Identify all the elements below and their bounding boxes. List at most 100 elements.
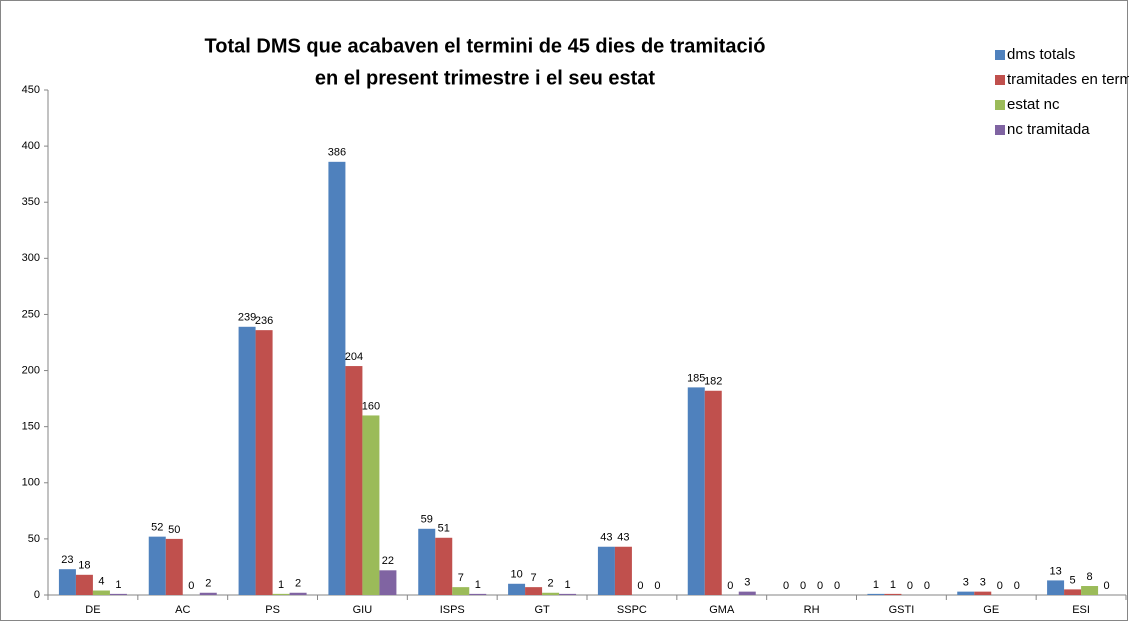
bar: [508, 583, 526, 595]
bar: [542, 592, 560, 595]
data-label: 2: [205, 578, 211, 590]
bar: [974, 591, 992, 595]
data-label: 0: [907, 580, 913, 592]
bar: [597, 546, 615, 595]
bar: [75, 574, 93, 595]
legend-swatch: [995, 100, 1005, 110]
data-label: 22: [382, 555, 394, 567]
data-label: 52: [151, 522, 163, 534]
x-tick-label: GSTI: [889, 604, 915, 616]
data-label: 4: [98, 575, 104, 587]
bar: [255, 330, 273, 595]
bar: [345, 366, 363, 595]
x-tick-label: ESI: [1072, 604, 1090, 616]
data-label: 0: [1104, 580, 1110, 592]
data-label: 5: [1070, 574, 1076, 586]
data-label: 0: [783, 580, 789, 592]
data-label: 386: [328, 147, 346, 159]
y-tick-label: 250: [22, 308, 40, 320]
bar: [452, 587, 470, 595]
legend-label: nc tramitada: [1007, 121, 1090, 138]
x-tick-label: AC: [175, 604, 190, 616]
data-label: 0: [834, 580, 840, 592]
bar: [738, 591, 756, 595]
data-label: 1: [890, 579, 896, 591]
bar: [199, 592, 217, 595]
x-tick-label: GT: [534, 604, 550, 616]
y-tick-label: 350: [22, 196, 40, 208]
legend-swatch: [995, 125, 1005, 135]
y-tick-label: 200: [22, 364, 40, 376]
data-label: 1: [873, 579, 879, 591]
x-tick-label: GE: [983, 604, 999, 616]
data-label: 7: [458, 572, 464, 584]
data-label: 23: [61, 554, 73, 566]
bar: [362, 415, 380, 595]
bar: [92, 590, 110, 595]
data-label: 0: [997, 580, 1003, 592]
data-label: 10: [510, 569, 522, 581]
legend-label: tramitades en termini: [1007, 71, 1129, 88]
bar: [379, 570, 397, 595]
bar: [957, 591, 975, 595]
x-tick-label: SSPC: [617, 604, 647, 616]
bar: [238, 326, 256, 595]
data-label: 2: [548, 578, 554, 590]
x-tick-label: ISPS: [440, 604, 465, 616]
x-tick-label: DE: [85, 604, 100, 616]
bar: [867, 593, 885, 595]
data-label: 185: [687, 372, 705, 384]
bar: [328, 161, 346, 596]
bar: [1047, 580, 1065, 595]
data-label: 236: [255, 315, 273, 327]
data-label: 43: [600, 532, 612, 544]
bar: [559, 593, 577, 595]
data-label: 0: [800, 580, 806, 592]
data-label: 0: [637, 580, 643, 592]
data-label: 1: [565, 579, 571, 591]
bar: [525, 587, 543, 595]
y-tick-label: 50: [28, 533, 40, 545]
legend-swatch: [995, 75, 1005, 85]
data-label: 51: [438, 523, 450, 535]
y-tick-label: 150: [22, 421, 40, 433]
data-label: 239: [238, 312, 256, 324]
data-label: 0: [188, 580, 194, 592]
data-label: 8: [1087, 571, 1093, 583]
data-label: 18: [78, 560, 90, 572]
bar: [418, 528, 436, 595]
bar: [109, 593, 127, 595]
data-label: 59: [421, 514, 433, 526]
y-tick-label: 100: [22, 477, 40, 489]
bar: [1064, 589, 1082, 595]
bar: [704, 390, 722, 595]
bar: [272, 593, 290, 595]
data-label: 0: [817, 580, 823, 592]
chart-title: Total DMS que acabaven el termini de 45 …: [205, 35, 766, 57]
data-label: 3: [963, 577, 969, 589]
data-label: 204: [345, 351, 363, 363]
data-label: 160: [362, 400, 380, 412]
data-label: 0: [1014, 580, 1020, 592]
data-label: 3: [744, 577, 750, 589]
bar: [435, 537, 453, 595]
bar: [469, 593, 487, 595]
x-tick-label: RH: [804, 604, 820, 616]
legend-label: dms totals: [1007, 46, 1075, 63]
bar: [884, 593, 902, 595]
data-label: 0: [727, 580, 733, 592]
legend-label: estat nc: [1007, 96, 1060, 113]
bar: [1081, 586, 1099, 595]
x-tick-label: GIU: [353, 604, 373, 616]
x-tick-label: GMA: [709, 604, 735, 616]
bar: [148, 536, 166, 595]
data-label: 0: [924, 580, 930, 592]
x-tick-label: PS: [265, 604, 280, 616]
bar: [614, 546, 632, 595]
data-label: 50: [168, 524, 180, 536]
y-tick-label: 400: [22, 140, 40, 152]
data-label: 7: [531, 572, 537, 584]
bar: [687, 387, 705, 595]
